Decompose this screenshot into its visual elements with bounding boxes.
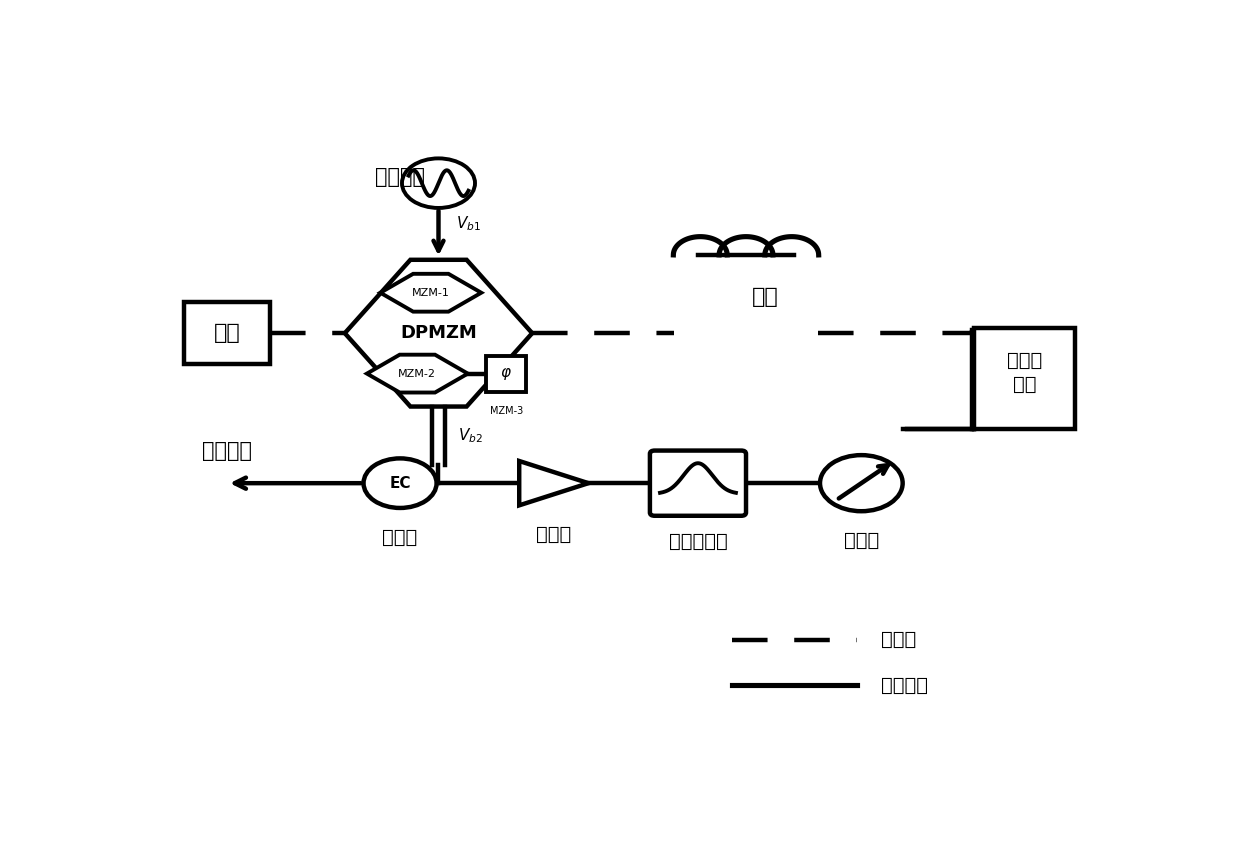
FancyBboxPatch shape	[184, 302, 270, 364]
Circle shape	[402, 158, 475, 208]
Circle shape	[820, 455, 903, 512]
FancyBboxPatch shape	[486, 356, 527, 391]
Text: MZM-2: MZM-2	[398, 368, 436, 379]
Polygon shape	[381, 274, 481, 312]
Polygon shape	[367, 355, 467, 392]
Text: 光纤: 光纤	[751, 287, 779, 307]
Circle shape	[363, 458, 436, 508]
Text: DPMZM: DPMZM	[401, 324, 477, 342]
Polygon shape	[345, 260, 532, 407]
Text: 功分器: 功分器	[382, 528, 418, 547]
Text: 微波通道: 微波通道	[880, 676, 928, 695]
Text: $\varphi$: $\varphi$	[500, 366, 512, 382]
Text: 放大器: 放大器	[536, 525, 572, 544]
Text: EC: EC	[389, 476, 410, 490]
Text: 移相器: 移相器	[843, 531, 879, 550]
Polygon shape	[520, 461, 589, 506]
Text: 注入信号: 注入信号	[374, 167, 425, 186]
Text: MZM-3: MZM-3	[490, 406, 523, 416]
Text: 输出信号: 输出信号	[202, 440, 252, 461]
Text: 光通道: 光通道	[880, 630, 916, 649]
Text: 光电探
测器: 光电探 测器	[1007, 351, 1043, 394]
Text: 光源: 光源	[213, 324, 241, 343]
Text: 窄带滤波器: 窄带滤波器	[668, 533, 728, 551]
Text: $V_{b2}$: $V_{b2}$	[458, 427, 482, 446]
FancyBboxPatch shape	[975, 329, 1075, 429]
FancyBboxPatch shape	[650, 451, 746, 516]
Text: $V_{b1}$: $V_{b1}$	[456, 215, 481, 234]
Text: MZM-1: MZM-1	[412, 288, 450, 298]
